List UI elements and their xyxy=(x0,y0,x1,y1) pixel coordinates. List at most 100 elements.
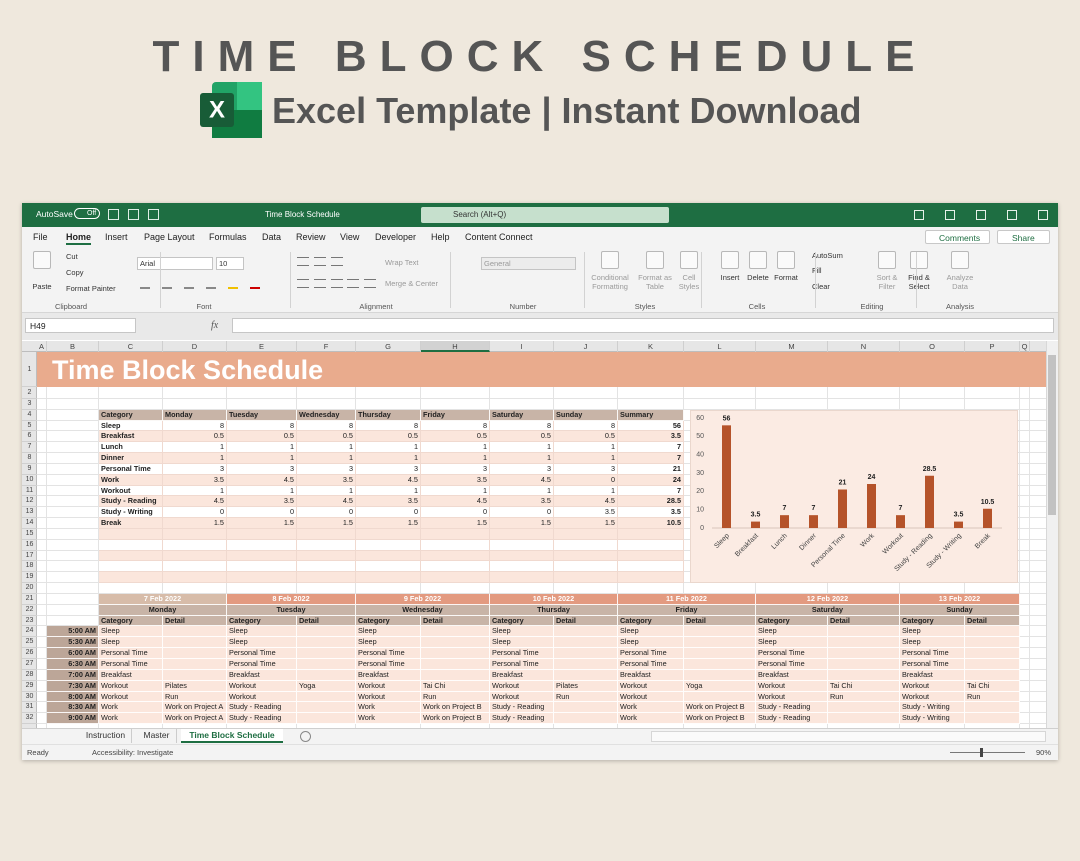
ribbon-button[interactable]: Merge & Center xyxy=(385,279,438,288)
schedule-time: 8:00 AM xyxy=(47,691,99,703)
formula-input[interactable] xyxy=(232,318,1054,333)
menu-tab[interactable]: Home xyxy=(66,232,92,245)
autosave-state: Off xyxy=(87,210,97,217)
row-header: 3 xyxy=(22,399,37,410)
menu-tab[interactable]: File xyxy=(33,232,48,242)
summary-hours: 1 xyxy=(490,442,554,454)
chart: 0 10 20 30 40 50 60 Sleep 56 Breakfast 3.5 Lunch 7 Di… xyxy=(696,415,1002,573)
horizontal-scrollbar xyxy=(651,731,1046,742)
ribbon-button[interactable]: Delete xyxy=(747,273,769,282)
schedule-time: 9:00 AM xyxy=(47,713,99,725)
summary-total: 21 xyxy=(618,463,684,475)
ribbon-button[interactable]: Copy xyxy=(66,268,84,277)
summary-hours: 1 xyxy=(227,442,297,454)
ribbon-separator xyxy=(701,252,702,308)
ribbon-icon xyxy=(33,251,51,269)
ribbon-button[interactable]: Paste xyxy=(32,282,52,291)
column-header: Q xyxy=(1020,341,1030,352)
ribbon-button[interactable]: Wrap Text xyxy=(385,258,419,267)
schedule-category: Personal Time xyxy=(227,648,297,659)
schedule-subheader: Detail xyxy=(684,615,756,627)
row-header: 22 xyxy=(22,605,37,616)
menu-tab[interactable]: Content Connect xyxy=(465,232,533,242)
ribbon-group-label: Font xyxy=(196,302,212,311)
y-tick-label: 40 xyxy=(696,452,704,459)
summary-empty-cell xyxy=(554,572,618,584)
ribbon-button[interactable]: Clear xyxy=(812,282,830,291)
logo-sheet-corner xyxy=(237,82,262,110)
sheet-tab[interactable]: Master xyxy=(137,729,177,743)
schedule-detail xyxy=(554,713,618,725)
ribbon-button[interactable]: Format as Table xyxy=(638,273,672,291)
schedule-category: Personal Time xyxy=(618,659,684,670)
summary-empty-cell xyxy=(297,550,356,562)
row-header: 25 xyxy=(22,637,37,649)
schedule-date: 7 Feb 2022 xyxy=(99,593,227,605)
menu-tab[interactable]: Review xyxy=(296,232,326,242)
schedule-category: Personal Time xyxy=(756,659,828,670)
data-label: 7 xyxy=(812,505,816,512)
menu-tab[interactable]: Page Layout xyxy=(144,232,195,242)
summary-empty-cell xyxy=(490,539,554,551)
summary-empty-cell xyxy=(297,572,356,584)
status-bar xyxy=(22,744,1058,760)
ribbon-button[interactable]: Cell Styles xyxy=(678,273,700,291)
ribbon-button[interactable]: Sort & Filter xyxy=(876,273,898,291)
summary-category: Dinner xyxy=(99,453,163,464)
ribbon-button[interactable]: Format Painter xyxy=(66,284,116,293)
summary-hours: 4.5 xyxy=(490,474,554,486)
ribbon-icon xyxy=(749,251,767,269)
schedule-detail xyxy=(297,669,356,681)
x-tick-label: Lunch xyxy=(770,532,789,551)
schedule-detail xyxy=(297,702,356,714)
summary-header: Saturday xyxy=(490,409,554,421)
schedule-detail xyxy=(828,702,900,714)
menu-tab[interactable]: Formulas xyxy=(209,232,247,242)
sheet-tab[interactable]: Time Block Schedule xyxy=(181,729,283,743)
menu-tab[interactable]: View xyxy=(340,232,360,242)
share-label: Share xyxy=(1012,233,1035,243)
ribbon-button[interactable]: Analyze Data xyxy=(946,273,974,291)
summary-hours: 3.5 xyxy=(554,507,618,519)
ribbon-button[interactable]: Find & Select xyxy=(908,273,930,291)
ribbon-button[interactable]: AutoSum xyxy=(812,251,843,260)
menu-tab[interactable]: Data xyxy=(262,232,282,242)
summary-hours: 1 xyxy=(163,453,227,464)
summary-empty-cell xyxy=(356,539,421,551)
menu-tab[interactable]: Developer xyxy=(375,232,417,242)
comments-button[interactable]: Comments xyxy=(925,230,990,244)
schedule-detail: Yoga xyxy=(297,680,356,692)
menu-tab[interactable]: Help xyxy=(431,232,450,242)
ribbon-input-text: General xyxy=(484,259,511,268)
schedule-detail xyxy=(828,659,900,670)
ribbon-input[interactable]: General xyxy=(481,257,576,270)
name-box[interactable]: H49 xyxy=(25,318,136,333)
summary-empty-cell xyxy=(554,528,618,540)
bar xyxy=(722,425,731,528)
ribbon-button[interactable]: Format xyxy=(774,273,798,282)
ribbon-button[interactable]: Fill xyxy=(812,266,822,275)
menu-tab[interactable]: Insert xyxy=(105,232,128,242)
ribbon-button[interactable]: Cut xyxy=(66,252,78,261)
summary-hours: 8 xyxy=(356,420,421,432)
align-icon xyxy=(364,279,376,288)
sheet-tab[interactable]: Instruction xyxy=(80,729,132,743)
ribbon-input[interactable]: Arial xyxy=(137,257,213,270)
row-header: 4 xyxy=(22,410,37,421)
summary-hours: 1 xyxy=(227,453,297,464)
ribbon-button[interactable]: Insert xyxy=(720,273,740,282)
schedule-category: Personal Time xyxy=(490,659,554,670)
share-button[interactable]: Share xyxy=(997,230,1050,244)
schedule-category: Study - Reading xyxy=(756,713,828,725)
search-box[interactable]: Search (Alt+Q) xyxy=(421,207,669,223)
schedule-category: Workout xyxy=(227,691,297,703)
schedule-detail xyxy=(554,637,618,649)
data-label: 21 xyxy=(839,480,847,487)
ribbon-input[interactable]: 10 xyxy=(216,257,244,270)
ribbon-button[interactable]: Conditional Formatting xyxy=(591,273,629,291)
schedule-subheader: Detail xyxy=(297,615,356,627)
summary-hours: 1 xyxy=(297,453,356,464)
summary-hours: 0 xyxy=(554,474,618,486)
ribbon-separator xyxy=(290,252,291,308)
autosave-toggle[interactable]: Off xyxy=(74,208,100,219)
